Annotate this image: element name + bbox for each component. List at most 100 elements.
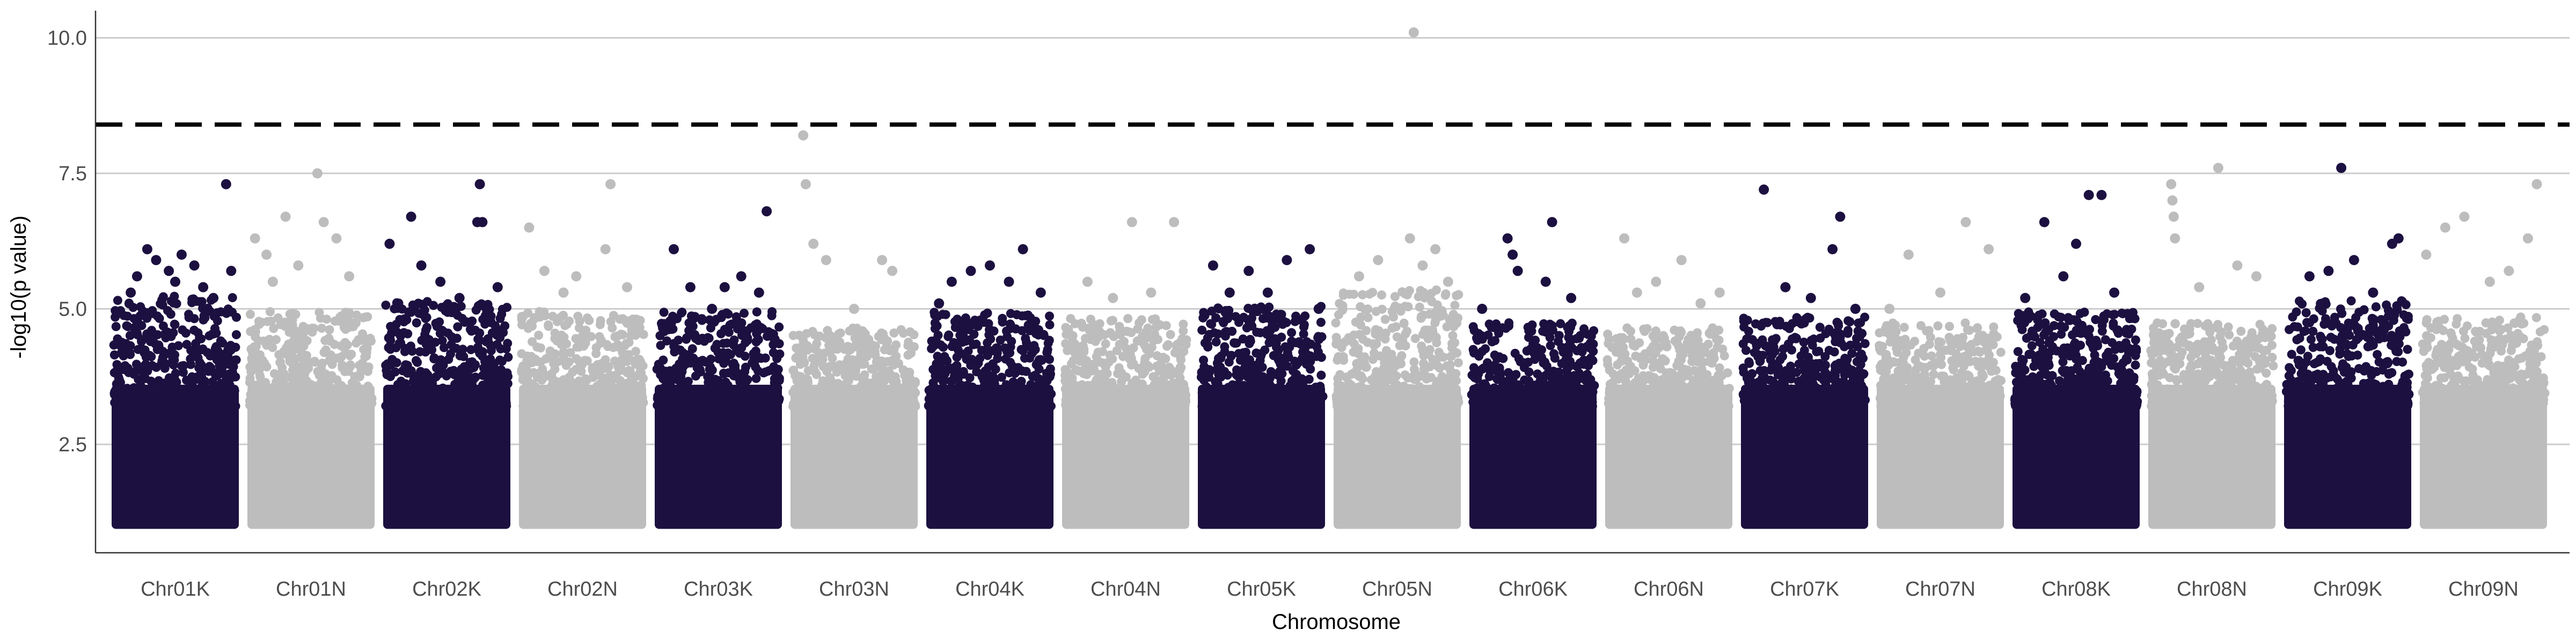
data-point (1363, 338, 1372, 347)
data-point (362, 393, 371, 403)
data-point (762, 206, 772, 217)
data-point (1126, 217, 1137, 228)
data-point (1419, 401, 1429, 411)
data-point (1577, 343, 1586, 352)
data-point (608, 323, 617, 333)
data-point (1441, 289, 1451, 299)
data-point (412, 318, 421, 328)
data-point (1528, 339, 1538, 348)
data-point (1102, 369, 1112, 378)
data-point (876, 356, 885, 366)
data-point (306, 401, 316, 411)
data-point (355, 372, 364, 382)
data-point (344, 391, 354, 401)
data-point (622, 318, 632, 328)
data-point (836, 328, 845, 338)
data-point (1397, 287, 1407, 297)
data-point (1567, 318, 1577, 328)
data-point (1349, 400, 1359, 410)
data-point (160, 330, 169, 339)
data-point (719, 282, 730, 292)
data-point (293, 399, 303, 408)
data-point (539, 266, 550, 276)
data-point (684, 350, 694, 360)
data-point (136, 302, 145, 312)
data-point (699, 398, 709, 408)
data-point (1445, 399, 1454, 408)
data-point (302, 350, 311, 360)
data-point (1566, 292, 1577, 303)
data-point (697, 356, 706, 366)
data-point (852, 391, 862, 400)
data-point (131, 360, 141, 369)
point-band (383, 384, 510, 529)
data-point (440, 343, 449, 353)
data-point (1334, 380, 1343, 390)
data-point (116, 306, 126, 316)
data-point (1358, 374, 1367, 384)
data-point (1250, 362, 1260, 372)
data-point (1360, 358, 1370, 368)
data-point (1219, 367, 1228, 376)
data-point (682, 334, 691, 344)
data-point (134, 375, 143, 384)
data-point (1713, 342, 1722, 352)
data-point (823, 326, 832, 335)
data-point (840, 371, 850, 380)
data-point (1003, 388, 1013, 398)
data-point (851, 371, 861, 381)
data-point (1377, 399, 1387, 409)
data-point (339, 383, 348, 393)
data-point (862, 352, 872, 361)
data-point (435, 276, 446, 287)
data-point (331, 233, 342, 244)
data-point (1454, 290, 1463, 299)
data-point (821, 386, 830, 396)
data-point (228, 367, 237, 377)
data-point (762, 397, 771, 407)
data-point (384, 238, 395, 249)
data-point (1082, 356, 1092, 365)
data-point (492, 331, 502, 340)
data-point (945, 392, 954, 401)
data-point (706, 362, 715, 372)
data-point (968, 382, 977, 392)
data-point (1255, 328, 1265, 338)
data-point (486, 346, 496, 355)
data-point (258, 357, 267, 367)
data-point (1516, 385, 1526, 395)
data-point (1622, 323, 1632, 333)
data-point (250, 360, 260, 369)
data-point (501, 344, 511, 354)
data-point (114, 398, 124, 407)
data-point (472, 400, 481, 410)
data-point (880, 345, 889, 355)
data-point (1043, 345, 1052, 354)
data-point (946, 376, 956, 386)
data-point (170, 320, 180, 330)
data-point (565, 316, 574, 326)
data-point (1079, 389, 1089, 399)
data-point (658, 323, 668, 333)
data-point (950, 317, 960, 326)
data-point (1377, 304, 1387, 314)
data-point (1232, 338, 1241, 348)
data-point (1579, 324, 1589, 334)
data-point (1490, 350, 1499, 360)
data-point (854, 401, 864, 411)
data-point (431, 319, 441, 328)
data-point (1419, 358, 1429, 368)
data-point (475, 328, 485, 338)
data-point (1137, 315, 1146, 325)
data-point (905, 327, 915, 336)
data-point (534, 394, 544, 404)
data-point (325, 325, 334, 334)
data-point (145, 331, 155, 340)
data-point (639, 374, 648, 383)
data-point (161, 359, 171, 369)
data-point (341, 399, 351, 408)
data-point (1153, 335, 1162, 345)
data-point (199, 315, 208, 325)
data-point (309, 324, 319, 333)
data-point (1445, 377, 1455, 386)
